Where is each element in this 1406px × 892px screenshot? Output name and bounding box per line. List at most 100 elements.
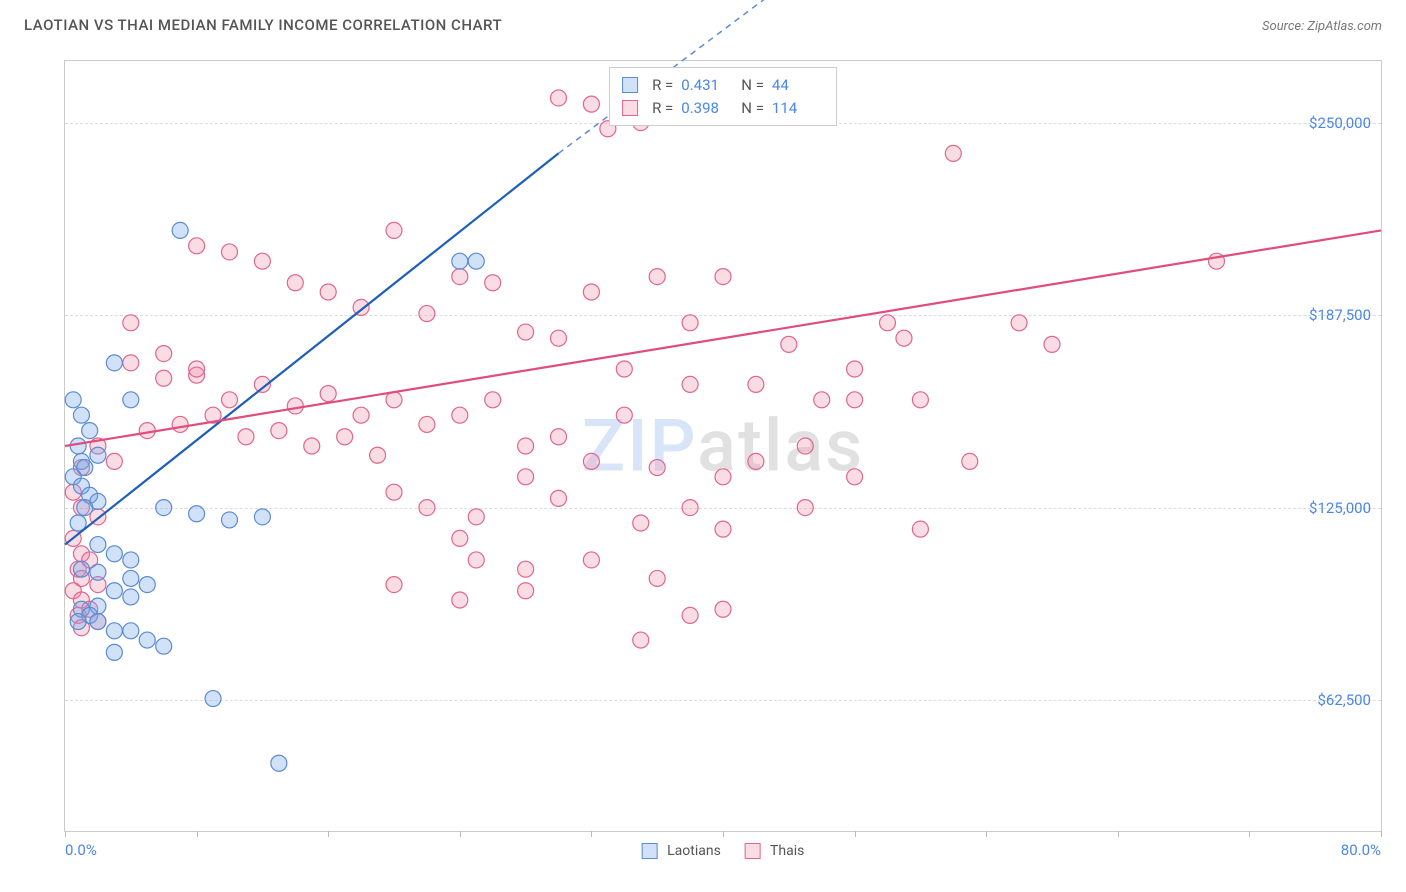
x-tick xyxy=(1249,831,1250,837)
scatter-point xyxy=(73,561,89,577)
scatter-point xyxy=(222,244,238,260)
stats-r-label: R = xyxy=(652,74,673,97)
scatter-point xyxy=(1011,315,1027,331)
scatter-point xyxy=(172,222,188,238)
scatter-point xyxy=(633,632,649,648)
scatter-point xyxy=(1044,336,1060,352)
x-tick xyxy=(986,831,987,837)
scatter-point xyxy=(797,438,813,454)
scatter-point xyxy=(222,392,238,408)
x-axis-min-label: 0.0% xyxy=(65,841,97,859)
scatter-point xyxy=(814,392,830,408)
scatter-point xyxy=(715,269,731,285)
scatter-point xyxy=(90,447,106,463)
scatter-point xyxy=(106,583,122,599)
scatter-point xyxy=(123,623,139,639)
scatter-point xyxy=(847,469,863,485)
scatter-point xyxy=(106,355,122,371)
scatter-point xyxy=(518,438,534,454)
scatter-point xyxy=(452,530,468,546)
scatter-point xyxy=(82,423,98,439)
scatter-point xyxy=(583,284,599,300)
scatter-point xyxy=(551,429,567,445)
stats-n-value-thais: 114 xyxy=(772,97,824,120)
scatter-point xyxy=(287,398,303,414)
stats-row-thais: R = 0.398 N = 114 xyxy=(622,97,824,120)
scatter-point xyxy=(205,691,221,707)
stats-swatch-laotians xyxy=(622,77,638,93)
scatter-point xyxy=(320,284,336,300)
scatter-point xyxy=(254,253,270,269)
scatter-point xyxy=(106,623,122,639)
scatter-point xyxy=(682,607,698,623)
scatter-point xyxy=(896,330,912,346)
scatter-point xyxy=(106,546,122,562)
scatter-point xyxy=(518,583,534,599)
scatter-point xyxy=(551,490,567,506)
plot-area: ZIPatlas R = 0.431 N = 44 R = 0.398 N = … xyxy=(64,60,1382,832)
scatter-point xyxy=(518,324,534,340)
scatter-point xyxy=(748,453,764,469)
scatter-point xyxy=(90,564,106,580)
scatter-point xyxy=(189,238,205,254)
stats-n-value-laotians: 44 xyxy=(772,74,824,97)
legend-swatch-thais xyxy=(745,843,761,859)
chart-source: Source: ZipAtlas.com xyxy=(1262,19,1382,34)
scatter-point xyxy=(616,361,632,377)
stats-row-laotians: R = 0.431 N = 44 xyxy=(622,74,824,97)
scatter-point xyxy=(90,537,106,553)
scatter-point xyxy=(551,330,567,346)
scatter-point xyxy=(123,552,139,568)
scatter-point xyxy=(189,506,205,522)
scatter-point xyxy=(70,614,86,630)
x-tick xyxy=(855,831,856,837)
scatter-point xyxy=(287,275,303,291)
scatter-point xyxy=(583,453,599,469)
trend-line xyxy=(65,153,559,544)
scatter-point xyxy=(238,429,254,445)
chart-container: LAOTIAN VS THAI MEDIAN FAMILY INCOME COR… xyxy=(16,16,1390,876)
scatter-point xyxy=(583,552,599,568)
stats-r-value-laotians: 0.431 xyxy=(681,74,733,97)
scatter-point xyxy=(452,253,468,269)
x-tick xyxy=(723,831,724,837)
bottom-legend: Laotians Thais xyxy=(642,843,805,859)
plot-svg xyxy=(65,61,1381,831)
scatter-point xyxy=(222,512,238,528)
scatter-point xyxy=(649,269,665,285)
scatter-point xyxy=(518,469,534,485)
scatter-point xyxy=(485,275,501,291)
scatter-point xyxy=(880,315,896,331)
scatter-point xyxy=(616,407,632,423)
correlation-stats-box: R = 0.431 N = 44 R = 0.398 N = 114 xyxy=(609,67,837,126)
legend-item-laotians: Laotians xyxy=(642,843,721,859)
scatter-point xyxy=(106,453,122,469)
scatter-point xyxy=(452,407,468,423)
scatter-point xyxy=(386,222,402,238)
chart-title: LAOTIAN VS THAI MEDIAN FAMILY INCOME COR… xyxy=(24,16,502,34)
scatter-point xyxy=(337,429,353,445)
scatter-point xyxy=(73,407,89,423)
legend-item-thais: Thais xyxy=(745,843,805,859)
scatter-point xyxy=(518,561,534,577)
stats-n-label: N = xyxy=(741,74,764,97)
scatter-point xyxy=(797,500,813,516)
scatter-point xyxy=(468,509,484,525)
scatter-point xyxy=(715,469,731,485)
legend-label-laotians: Laotians xyxy=(667,843,721,859)
scatter-point xyxy=(123,315,139,331)
scatter-point xyxy=(945,145,961,161)
scatter-point xyxy=(90,614,106,630)
scatter-point xyxy=(65,392,81,408)
scatter-point xyxy=(847,361,863,377)
scatter-point xyxy=(386,577,402,593)
scatter-point xyxy=(912,521,928,537)
scatter-point xyxy=(77,500,93,516)
scatter-point xyxy=(386,392,402,408)
scatter-point xyxy=(452,592,468,608)
scatter-point xyxy=(748,376,764,392)
scatter-point xyxy=(386,484,402,500)
scatter-point xyxy=(123,589,139,605)
scatter-point xyxy=(304,438,320,454)
scatter-point xyxy=(172,416,188,432)
